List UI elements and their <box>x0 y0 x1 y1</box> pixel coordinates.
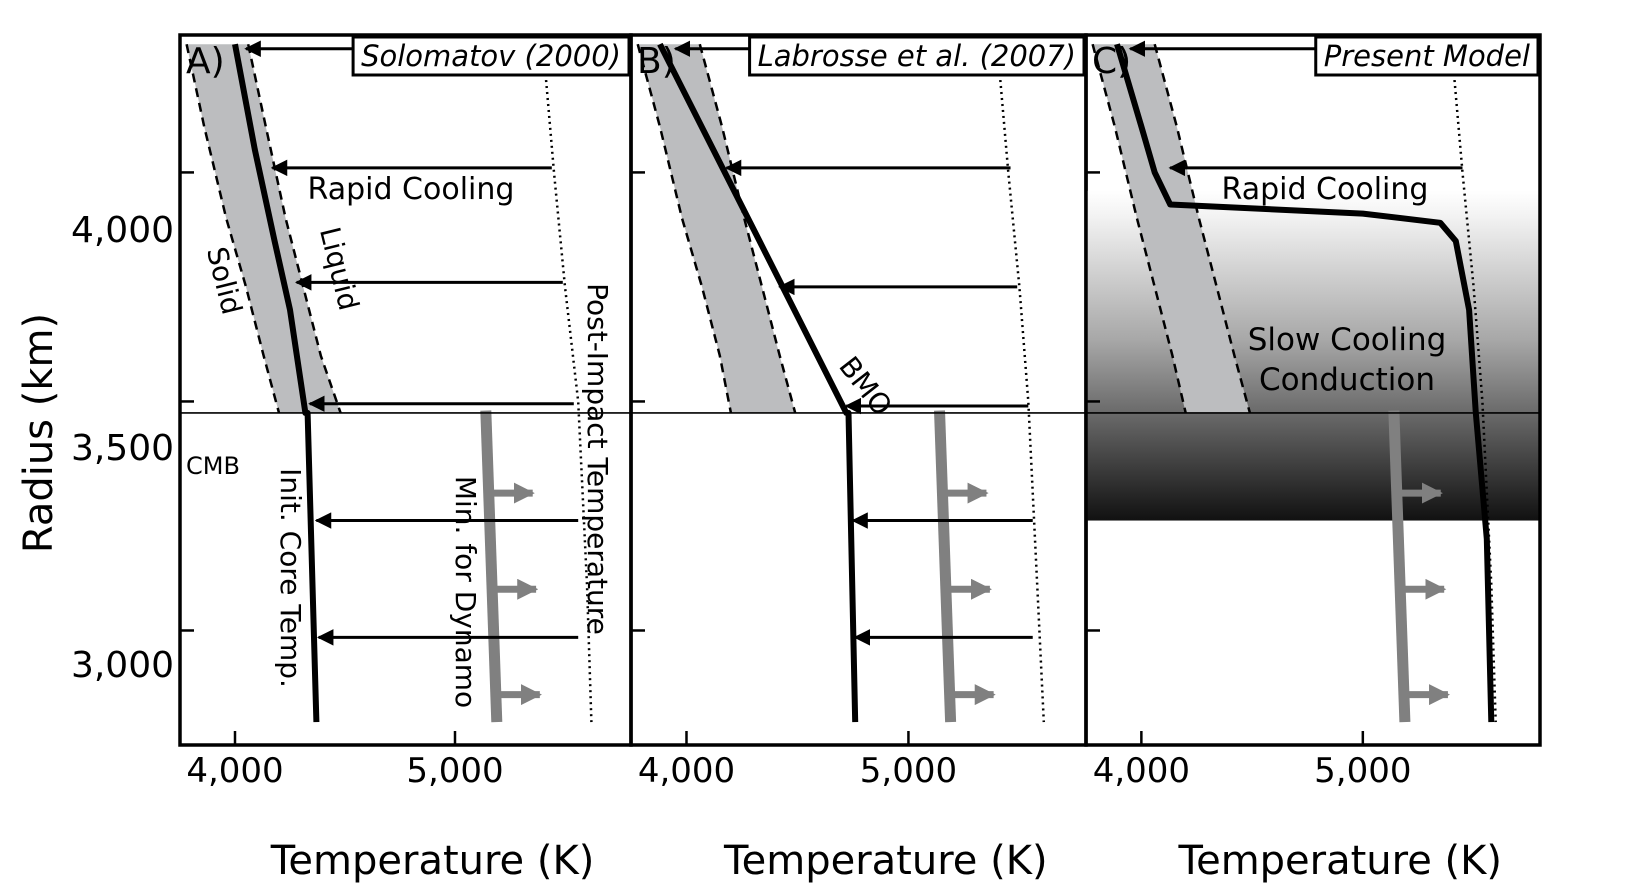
y-axis-title: Radius (km) <box>16 313 62 553</box>
panel-c-liquidus-line <box>1153 43 1252 414</box>
panel-b-melt-band <box>636 43 797 414</box>
panel-a-melt-band <box>185 43 342 414</box>
panel-a-letter: A) <box>186 41 225 82</box>
panel-c-x-axis-title: Temperature (K) <box>1177 838 1502 884</box>
panel-a-x-axis-title: Temperature (K) <box>270 838 595 884</box>
panel-b-liquidus-line <box>698 43 797 414</box>
panel-a-title-box: Solomatov (2000) <box>351 35 631 77</box>
cmb-label: CMB <box>186 452 240 480</box>
panel-c-slow-cooling-label: Slow Cooling <box>1248 322 1447 358</box>
y-tick-label-4000: 4,000 <box>71 210 174 251</box>
panel-c-title-box: Present Model <box>1314 35 1540 77</box>
panel-b-post-impact-line <box>995 44 1046 723</box>
panel-a-dynamo-label: Min. for Dynamo <box>449 476 482 708</box>
panel-a-x-tick-4000: 4,000 <box>186 751 283 791</box>
panel-c-melt-band <box>1091 43 1252 414</box>
y-tick-label-3000: 3,000 <box>71 645 174 686</box>
panel-c-temperature-profile <box>1114 43 1495 723</box>
panel-c-conduction-label: Conduction <box>1259 362 1435 398</box>
panel-b-dynamo-group <box>934 410 996 723</box>
panel-a-dynamo-group <box>480 410 542 723</box>
panel-2-dynamo-line <box>1388 410 1411 723</box>
panel-c-x-tick-5000: 5,000 <box>1314 751 1411 791</box>
panel-a-melting-band <box>186 44 341 413</box>
panel-0-dynamo-line <box>480 410 503 723</box>
panel-a-liquid-label: Liquid <box>313 224 365 314</box>
panel-c-title-frame <box>1314 35 1540 77</box>
panel-a-solidus-line <box>185 43 281 414</box>
panel-c-frame <box>1084 33 1542 747</box>
panel-b-title-box: Labrosse et al. (2007) <box>748 35 1086 77</box>
panel-1-dynamo-line <box>934 410 957 723</box>
y-tick-label-3500: 3,500 <box>71 428 174 469</box>
panel-a-ticks <box>180 171 457 745</box>
panel-c-rapid-cooling-label: Rapid Cooling <box>1222 172 1429 207</box>
panel-b-letter: B) <box>637 41 676 82</box>
panel-a-post-impact-label: Post-Impact Temperature <box>581 283 614 635</box>
panel-b: Labrosse et al. (2007) B) Temperature (K… <box>629 33 1088 884</box>
panel-a-title: Solomatov (2000) <box>361 39 621 73</box>
panel-c-ticks <box>1086 171 1365 745</box>
panel-c-x-tick-4000: 4,000 <box>1093 751 1190 791</box>
panel-c-title: Present Model <box>1324 39 1530 73</box>
panel-a-title-frame <box>351 35 631 77</box>
panel-b-title: Labrosse et al. (2007) <box>758 39 1076 73</box>
panel-a-x-tick-5000: 5,000 <box>406 751 503 791</box>
panel-b-x-tick-4000: 4,000 <box>638 751 735 791</box>
panel-b-x-tick-5000: 5,000 <box>860 751 957 791</box>
panel-b-x-axis-title: Temperature (K) <box>723 838 1048 884</box>
panel-a-core-temp-label: Init. Core Temp. <box>274 468 307 688</box>
panel-b-ticks <box>631 171 910 745</box>
panel-a-rapid-cooling-label: Rapid Cooling <box>308 172 515 207</box>
panel-c-solidus-line <box>1091 43 1187 414</box>
panel-c-dynamo-group <box>1388 410 1451 723</box>
panel-c-letter: C) <box>1092 41 1131 82</box>
panel-b-title-frame <box>748 35 1086 77</box>
panel-b-melting-band <box>637 44 796 413</box>
panel-c: Present Model C) Temperature (K) 4,000 5… <box>1084 33 1542 884</box>
panel-c-post-impact-line <box>1450 44 1497 723</box>
panel-a-liquidus-line <box>246 43 342 414</box>
panel-b-solidus-line <box>636 43 733 414</box>
panel-a: Solomatov (2000) A) Temperature (K) 4,00… <box>178 33 633 884</box>
panel-a-post-impact-line <box>541 44 593 723</box>
panel-c-melting-band <box>1092 44 1250 413</box>
